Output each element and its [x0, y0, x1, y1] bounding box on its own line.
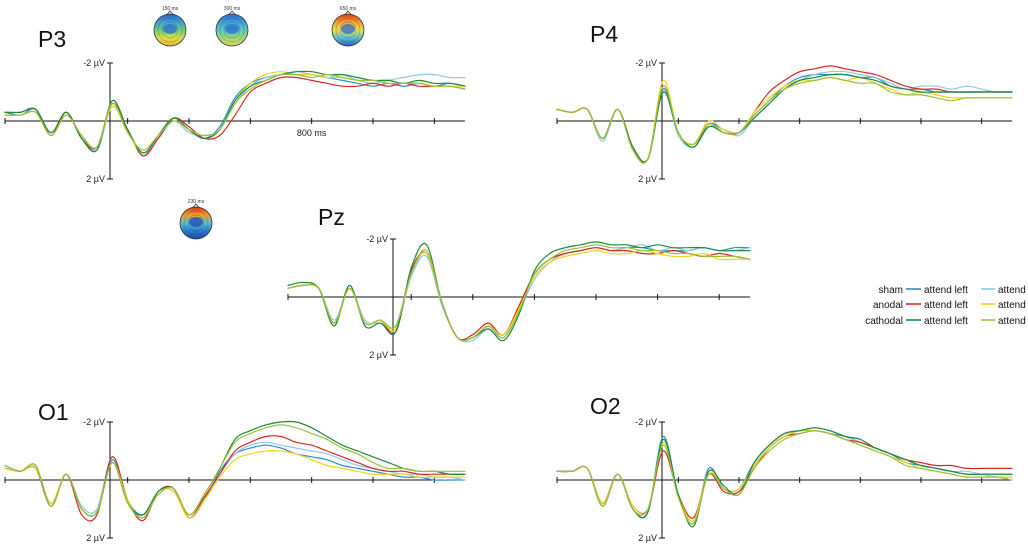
- panel-label: Pz: [318, 204, 345, 230]
- y-label-top: -2 µV: [83, 417, 105, 427]
- legend-label-right: attend right: [998, 285, 1028, 296]
- erp-trace-o2-3: [556, 429, 1013, 522]
- legend-label-left: attend left: [924, 300, 968, 311]
- contour-line: [219, 17, 245, 43]
- contour-line: [335, 17, 361, 43]
- y-label-top: -2 µV: [635, 58, 657, 68]
- legend-label-right: attend right: [998, 316, 1028, 327]
- erp-trace-p3-4: [4, 70, 466, 154]
- y-label-bottom: 2 µV: [638, 174, 657, 184]
- y-label-bottom: 2 µV: [86, 174, 105, 184]
- legend-condition: anodal: [873, 300, 903, 311]
- panel-label: O1: [38, 399, 69, 425]
- erp-trace-pz-2: [287, 247, 751, 341]
- y-label-top: -2 µV: [83, 58, 105, 68]
- panel-label: P3: [38, 26, 66, 52]
- legend-condition: cathodal: [865, 316, 903, 327]
- nose-mark: [166, 10, 174, 15]
- panel-pz: -2 µV 2 µV Pz: [287, 204, 751, 360]
- erp-trace-o2-4: [556, 427, 1013, 528]
- legend: sham attend left attend right anodal attend …: [865, 285, 1028, 327]
- scalp-blob: [189, 217, 203, 227]
- topomap-label: 150 ms: [162, 6, 179, 12]
- topomap-label: 230 ms: [188, 199, 205, 205]
- legend-row-sham: sham attend left attend right: [879, 285, 1028, 296]
- contour-line: [187, 214, 205, 232]
- erp-trace-o2-0: [556, 429, 1013, 525]
- erp-trace-pz-5: [287, 244, 751, 342]
- erp-trace-o1-2: [4, 435, 466, 522]
- erp-trace-pz-4: [287, 241, 751, 342]
- legend-label-left: attend left: [924, 316, 968, 327]
- legend-row-cathodal: cathodal attend left attend right: [865, 316, 1028, 327]
- legend-label-right: attend right: [998, 300, 1028, 311]
- topomap-2: 650 ms: [331, 6, 365, 47]
- y-label-bottom: 2 µV: [86, 533, 105, 543]
- y-label-bottom: 2 µV: [369, 350, 388, 360]
- erp-trace-pz-3: [287, 250, 751, 342]
- erp-trace-o2-2: [556, 430, 1013, 519]
- erp-trace-o1-0: [4, 444, 466, 519]
- scalp-blob: [225, 24, 239, 34]
- panel-o1: -2 µV 2 µV O1: [4, 399, 466, 543]
- erp-trace-pz-0: [287, 246, 751, 342]
- topomaps: 150 ms 300 ms 650 ms 230 ms: [153, 6, 365, 240]
- erp-trace-p3-5: [4, 73, 466, 151]
- nose-mark: [228, 10, 236, 15]
- y-label-bottom: 2 µV: [638, 533, 657, 543]
- contour-line: [183, 210, 209, 236]
- panel-label: O2: [590, 393, 621, 419]
- erp-trace-p4-1: [556, 70, 1013, 163]
- legend-row-anodal: anodal attend left attend right: [873, 300, 1028, 311]
- erp-trace-o1-5: [4, 424, 466, 519]
- contour-line: [161, 21, 179, 39]
- legend-condition: sham: [879, 285, 903, 296]
- erp-trace-p3-2: [4, 76, 466, 157]
- contour-line: [339, 21, 357, 39]
- scalp-blob: [341, 24, 355, 34]
- erp-trace-p4-5: [556, 76, 1013, 164]
- panel-label: P4: [590, 21, 618, 47]
- erp-trace-o2-5: [556, 430, 1013, 525]
- scalp-blob: [163, 24, 177, 34]
- panel-p3: -2 µV 2 µV P3 800 ms: [4, 26, 466, 184]
- nose-mark: [344, 10, 352, 15]
- panel-o2: -2 µV 2 µV O2: [556, 393, 1013, 543]
- time-label: 800 ms: [297, 128, 327, 138]
- topomap-0: 150 ms: [153, 6, 187, 47]
- panel-p4: -2 µV 2 µV P4: [556, 21, 1013, 184]
- topomap-label: 300 ms: [224, 6, 241, 12]
- contour-line: [223, 21, 241, 39]
- erp-trace-p4-2: [556, 65, 1013, 163]
- contour-line: [157, 17, 183, 43]
- legend-label-left: attend left: [924, 285, 968, 296]
- topomap-1: 300 ms: [215, 6, 249, 47]
- topomap-3: 230 ms: [179, 199, 213, 240]
- erp-trace-o2-1: [556, 427, 1013, 522]
- y-label-top: -2 µV: [366, 234, 388, 244]
- y-label-top: -2 µV: [635, 417, 657, 427]
- topomap-label: 650 ms: [340, 6, 357, 12]
- erp-trace-pz-1: [287, 244, 751, 343]
- erp-trace-o1-3: [4, 450, 466, 519]
- nose-mark: [192, 203, 200, 208]
